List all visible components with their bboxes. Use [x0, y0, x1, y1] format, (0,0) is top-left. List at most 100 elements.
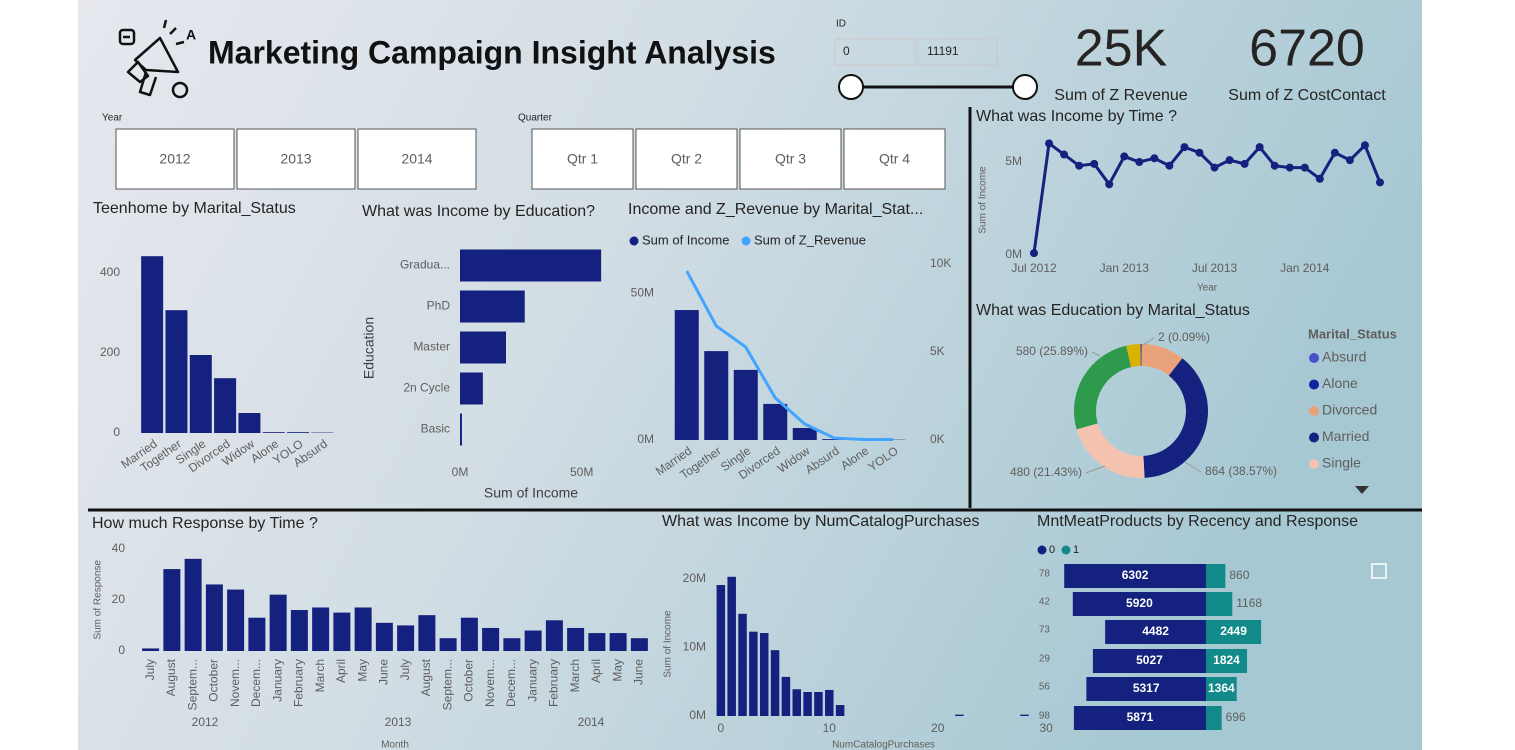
- slicer-button[interactable]: [739, 128, 842, 190]
- bar: [545, 620, 563, 651]
- data-label: 1824: [1213, 653, 1240, 667]
- bar: [814, 692, 823, 716]
- slicer-button[interactable]: [531, 128, 634, 190]
- bar: [460, 413, 462, 446]
- legend-scroll[interactable]: [1355, 486, 1369, 494]
- y-tick-label: 73: [1039, 625, 1051, 636]
- slider-handle[interactable]: [1012, 74, 1038, 100]
- slicer-option[interactable]: 2013: [280, 151, 311, 167]
- x-tick-label: February: [547, 659, 561, 707]
- chart-title: Teenhome by Marital_Status: [93, 200, 296, 217]
- leader-line: [1184, 461, 1202, 473]
- x-tick-label: 10: [823, 721, 837, 735]
- range-input[interactable]: [834, 38, 916, 66]
- x-tick-label: Novem...: [228, 659, 242, 707]
- bar: [460, 290, 525, 323]
- line-marker: [1060, 150, 1069, 159]
- data-label: 1168: [1236, 596, 1262, 610]
- range-max[interactable]: 11191: [927, 44, 959, 58]
- chart-title: What was Income by Time ?: [976, 108, 1177, 125]
- bar: [142, 648, 160, 651]
- data-label: 2 (0.09%): [1158, 330, 1210, 344]
- slicer-button[interactable]: [236, 128, 356, 190]
- y-tick-label: 42: [1039, 597, 1051, 608]
- chart-title: Income and Z_Revenue by Marital_Stat...: [628, 201, 923, 218]
- line-marker: [1195, 148, 1204, 157]
- chart-title: MntMeatProducts by Recency and Response: [1037, 513, 1358, 530]
- y-tick-label: 10K: [930, 256, 951, 270]
- line-marker: [1270, 161, 1279, 170]
- x-tick-label: 30: [1039, 721, 1053, 735]
- slider-handle[interactable]: [838, 74, 864, 100]
- data-label: 2449: [1220, 624, 1247, 638]
- slicer-option[interactable]: 2012: [159, 151, 190, 167]
- y-tick-label: 200: [100, 345, 120, 359]
- bar: [738, 613, 747, 716]
- icon-letter: A: [186, 27, 196, 43]
- x-axis-title: Month: [381, 740, 409, 750]
- legend-marker: [629, 236, 639, 246]
- line-marker: [1376, 178, 1384, 187]
- bar: [955, 714, 964, 716]
- legend-label: 1: [1073, 544, 1079, 556]
- donut-slice: [1141, 344, 1142, 367]
- line-marker: [1120, 152, 1129, 161]
- x-tick-label: June: [632, 659, 646, 685]
- data-label: 480 (21.43%): [1010, 465, 1082, 479]
- bar: [1020, 714, 1029, 716]
- line-marker: [1135, 158, 1144, 166]
- bar: [1073, 706, 1206, 730]
- line-marker: [1345, 156, 1354, 165]
- slicer-button[interactable]: [115, 128, 235, 190]
- bar: [163, 569, 181, 651]
- data-label: 1364: [1208, 681, 1235, 695]
- slicer-option[interactable]: Qtr 4: [879, 151, 910, 167]
- bar: [704, 351, 729, 440]
- icon: A: [118, 19, 196, 99]
- line-marker: [1150, 154, 1159, 163]
- x-group-label: 2013: [385, 715, 412, 729]
- x-tick-label: 50M: [570, 465, 593, 479]
- legend-label: Absurd: [1322, 349, 1366, 365]
- donut-slice: [1126, 344, 1141, 368]
- legend-marker: [1061, 545, 1071, 555]
- range-min[interactable]: 0: [843, 44, 850, 58]
- range-input[interactable]: [917, 38, 998, 66]
- y-tick-label: Gradua...: [400, 258, 450, 272]
- bar: [588, 633, 606, 651]
- legend-marker: [1037, 545, 1047, 555]
- bar: [1206, 649, 1248, 673]
- legend-marker: [1309, 406, 1319, 416]
- slicer-option[interactable]: Qtr 1: [567, 151, 598, 167]
- slicer-button[interactable]: [635, 128, 738, 190]
- slicer-option[interactable]: 2014: [401, 151, 432, 167]
- x-tick-label: June: [377, 659, 391, 685]
- focus-box[interactable]: [1371, 563, 1387, 579]
- slicer-option[interactable]: Qtr 3: [775, 151, 806, 167]
- donut-slice: [1143, 358, 1208, 478]
- line-marker: [1075, 161, 1084, 170]
- legend-label: 0: [1049, 544, 1055, 556]
- slicer-button[interactable]: [843, 128, 946, 190]
- x-axis-title: Sum of Income: [484, 485, 578, 501]
- y-tick-label: 5M: [1005, 154, 1022, 168]
- bar: [165, 310, 188, 433]
- kpi-label: Sum of Z CostContact: [1228, 87, 1386, 104]
- x-tick-label: January: [270, 659, 284, 702]
- y-tick-label: Basic: [421, 422, 450, 436]
- y-tick-label: 0M: [689, 708, 706, 722]
- slicer-option[interactable]: Qtr 2: [671, 151, 702, 167]
- bar: [567, 627, 585, 651]
- data-label: 5317: [1133, 681, 1160, 695]
- bar: [803, 692, 812, 716]
- donut-slice: [1141, 344, 1183, 376]
- x-tick-label: October: [207, 659, 221, 702]
- x-tick-label: March: [568, 659, 582, 692]
- bar: [727, 576, 736, 716]
- leader-line: [1091, 351, 1101, 357]
- slicer-button[interactable]: [357, 128, 477, 190]
- line-marker: [1225, 156, 1234, 165]
- legend-label: Sum of Income: [642, 232, 729, 247]
- bar: [1206, 564, 1226, 588]
- bar: [1105, 620, 1206, 644]
